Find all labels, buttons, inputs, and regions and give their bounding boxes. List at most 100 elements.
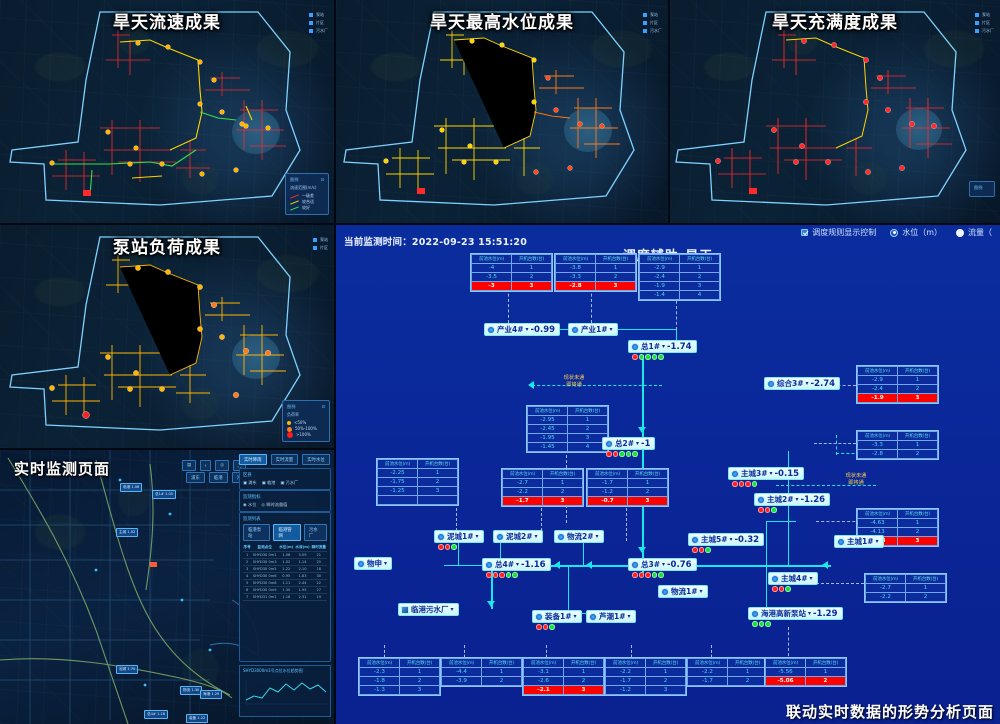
option-water-level[interactable]: ◉ 水位 bbox=[243, 502, 257, 507]
node-chanye1[interactable]: 产业1# ▾ bbox=[568, 323, 618, 336]
card-district-filter[interactable]: 区县 ▣ 浦东 ▣ 临港 ▣ 污水厂 bbox=[239, 468, 331, 490]
measure-icon[interactable]: ⟊ bbox=[200, 460, 212, 471]
chevron-down-icon[interactable]: ▾ bbox=[534, 533, 538, 540]
node-zhucheng3[interactable]: 主城3# ▾ -0.15 bbox=[728, 467, 805, 480]
node-haigang-pump[interactable]: 海港高新泵站 ▾ -1.29 bbox=[748, 607, 843, 620]
node-wuliu2[interactable]: 物流2# ▾ bbox=[554, 530, 604, 543]
chevron-down-icon[interactable]: ▾ bbox=[636, 440, 640, 447]
table-row[interactable]: 4 SHYD30 0m6 0.95 1.83 30 bbox=[243, 572, 327, 580]
node-zong2[interactable]: 总2# ▾ -1 bbox=[602, 437, 656, 450]
chevron-down-icon[interactable]: ▾ bbox=[662, 561, 666, 568]
chevron-down-icon[interactable]: ▾ bbox=[808, 610, 812, 617]
chevron-down-icon[interactable]: ▾ bbox=[809, 575, 813, 582]
chevron-down-icon[interactable]: ▾ bbox=[699, 588, 703, 595]
table-row[interactable]: 5 SHYD30 0m8 1.11 2.44 22 bbox=[243, 579, 327, 587]
node-zong1[interactable]: 总1# ▾ -1.74 bbox=[628, 340, 697, 353]
chevron-down-icon[interactable]: ▾ bbox=[595, 533, 599, 540]
chevron-down-icon[interactable]: ▾ bbox=[662, 343, 666, 350]
control-flow[interactable]: 流量（ bbox=[956, 227, 992, 238]
layer-icon[interactable]: ▤ bbox=[182, 460, 197, 471]
node-nicheng1[interactable]: 泥城1# ▾ bbox=[434, 530, 484, 543]
scheduling-schematic[interactable]: 当前监测时间：2022-09-23 15:51:20 调度辅助-旱天 调度规则显… bbox=[336, 225, 1000, 724]
node-zhuangbei1[interactable]: 装备1# ▾ bbox=[532, 610, 582, 623]
table-row[interactable]: 2 SHYD30 0m3 1.02 1.14 25 bbox=[243, 558, 327, 566]
chevron-down-icon[interactable]: ▾ bbox=[450, 606, 454, 613]
filter-chip-lingang[interactable]: 临港 bbox=[208, 472, 228, 483]
node-zhucheng2[interactable]: 主城2# ▾ -1.26 bbox=[754, 493, 831, 506]
filter-chip-pudong[interactable]: 浦东 bbox=[186, 472, 205, 483]
map-node-chip[interactable]: 临港 1.06 bbox=[120, 483, 143, 492]
node-zong4[interactable]: 总4# ▾ -1.16 bbox=[482, 558, 551, 571]
panel-realtime-monitor[interactable]: 实时监测页面 临港 1.06 总1# 1.05 主城 1.02 泥城 1.70 … bbox=[0, 450, 334, 724]
map-node-chip[interactable]: 物流 1.30 bbox=[180, 686, 203, 695]
chevron-down-icon[interactable]: ▾ bbox=[475, 533, 479, 540]
option-lingang[interactable]: ▣ 临港 bbox=[261, 480, 276, 485]
metric-options[interactable]: ◉ 水位 ◎ 瞬时流量值 bbox=[243, 502, 327, 508]
radio-icon[interactable] bbox=[956, 228, 964, 237]
btn-lingang-network[interactable]: 临港管网 bbox=[273, 524, 301, 541]
map-node-chip[interactable]: 总1# 1.05 bbox=[152, 490, 177, 499]
panel-flow-velocity[interactable]: 旱天流速成果 泵站 片区 污水厂 图例 ⊡ 流速范围(m/s) 一级差 较合适 较… bbox=[0, 0, 334, 223]
node-zhucheng5[interactable]: 主城5# ▾ -0.32 bbox=[688, 533, 765, 546]
chevron-down-icon[interactable]: ▾ bbox=[805, 380, 809, 387]
chevron-down-icon[interactable]: ▾ bbox=[516, 561, 520, 568]
tab-realtime-level[interactable]: 实时水位 bbox=[302, 454, 330, 465]
option-instant-flow[interactable]: ◎ 瞬时流量值 bbox=[261, 502, 288, 507]
btn-lingang-pump[interactable]: 临港泵站 bbox=[243, 524, 271, 541]
district-options[interactable]: ▣ 浦东 ▣ 临港 ▣ 污水厂 bbox=[243, 480, 327, 486]
fullness-legend-box[interactable]: 图例 bbox=[969, 181, 995, 197]
node-zhucheng1[interactable]: 主城1# ▾ bbox=[834, 535, 884, 548]
panel-max-water-level[interactable]: 旱天最高水位成果 泵站 片区 污水厂 bbox=[336, 0, 668, 223]
table-row[interactable]: 1 SHYD30 0m1 1.06 3.09 21 bbox=[243, 551, 327, 559]
chevron-down-icon[interactable]: ▾ bbox=[609, 326, 613, 333]
map-node-chip[interactable]: 泥城 1.70 bbox=[116, 665, 139, 674]
control-rule-display[interactable]: 调度规则显示控制 bbox=[801, 227, 876, 238]
map-node-chip[interactable]: 海港 1.29 bbox=[200, 690, 223, 699]
node-nicheng2[interactable]: 泥城2# ▾ bbox=[493, 530, 543, 543]
node-zonghe3[interactable]: 综合3# ▾ -2.74 bbox=[764, 377, 841, 390]
tab-realtime-rain[interactable]: 实时降雨 bbox=[239, 454, 267, 465]
chevron-down-icon[interactable]: ▾ bbox=[525, 326, 529, 333]
chevron-down-icon[interactable]: ▾ bbox=[573, 613, 577, 620]
load-legend-box[interactable]: 图例 ⊡ 负荷率 <50% 50%-100% >100% bbox=[282, 399, 330, 442]
map-node-chip[interactable]: 装备 1.22 bbox=[186, 714, 209, 723]
monitor-tabs[interactable]: 实时降雨 实时流量 实时水位 bbox=[239, 454, 330, 465]
panel-fullness[interactable]: 旱天充满度成果 泵站 片区 污水厂 图例 bbox=[670, 0, 1000, 223]
map-node-chip[interactable]: 总4# 1.16 bbox=[144, 710, 169, 719]
btn-plant[interactable]: 污水厂 bbox=[303, 524, 327, 541]
control-water-level[interactable]: 水位（m） bbox=[890, 227, 942, 238]
node-wushen[interactable]: 物申 ▾ bbox=[354, 557, 393, 570]
table-row[interactable]: 7 SHYD31 0m1 1.18 2.31 19 bbox=[243, 593, 327, 601]
table-row[interactable]: 3 SHYD30 0m5 1.22 2.10 18 bbox=[243, 565, 327, 573]
node-zhucheng4[interactable]: 主城4# ▾ bbox=[768, 572, 818, 585]
locate-icon[interactable]: ◎ bbox=[215, 460, 230, 471]
chevron-down-icon[interactable]: ▾ bbox=[769, 470, 773, 477]
option-plant[interactable]: ▣ 污水厂 bbox=[280, 480, 299, 485]
map-node-chip[interactable]: 主城 1.02 bbox=[116, 528, 139, 537]
schematic-controls[interactable]: 调度规则显示控制 水位（m） 流量（ bbox=[801, 227, 992, 238]
tab-realtime-flow[interactable]: 实时流量 bbox=[270, 454, 299, 465]
panel-pump-load[interactable]: 泵站负荷成果 泵站 片区 图例 ⊡ 负荷率 <50% 50%-100% >100% bbox=[0, 225, 334, 448]
node-zong3[interactable]: 总3# ▾ -0.76 bbox=[628, 558, 697, 571]
card-monitor-list[interactable]: 监测列表 临港泵站 临港管网 污水厂 序号 监测点位 水位(m) 水深(m) 瞬… bbox=[239, 512, 331, 662]
table-row[interactable]: 6 SHYD30 0m9 1.30 1.95 27 bbox=[243, 586, 327, 594]
option-pudong[interactable]: ▣ 浦东 bbox=[243, 480, 257, 485]
chevron-down-icon[interactable]: ▾ bbox=[875, 538, 879, 545]
card-metric-filter[interactable]: 监测指标 ◉ 水位 ◎ 瞬时流量值 bbox=[239, 490, 331, 512]
card-trend-chart[interactable]: SHYD3000m1号点位水位趋势图 bbox=[239, 665, 331, 717]
node-lingang-plant[interactable]: 临港污水厂 ▾ bbox=[398, 603, 459, 616]
checkbox-icon[interactable] bbox=[801, 229, 809, 236]
collapse-icon[interactable]: ⊡ bbox=[320, 176, 324, 182]
chevron-down-icon[interactable]: ▾ bbox=[795, 496, 799, 503]
chevron-down-icon[interactable]: ▾ bbox=[627, 613, 631, 620]
map-tool-icons[interactable]: ▤ ⟊ ◎ ⛶ bbox=[182, 460, 247, 471]
flow-legend-box[interactable]: 图例 ⊡ 流速范围(m/s) 一级差 较合适 较好 bbox=[285, 172, 329, 215]
radio-icon[interactable] bbox=[890, 228, 899, 237]
node-chanye4[interactable]: 产业4# ▾ -0.99 bbox=[484, 323, 561, 336]
node-luchao1[interactable]: 芦潮1# ▾ bbox=[586, 610, 636, 623]
chevron-down-icon[interactable]: ▾ bbox=[729, 536, 733, 543]
node-wuliu1[interactable]: 物流1# ▾ bbox=[658, 585, 708, 598]
chevron-down-icon[interactable]: ▾ bbox=[384, 560, 388, 567]
collapse-icon[interactable]: ⊡ bbox=[321, 403, 325, 409]
list-buttons[interactable]: 临港泵站 临港管网 污水厂 bbox=[243, 524, 327, 541]
